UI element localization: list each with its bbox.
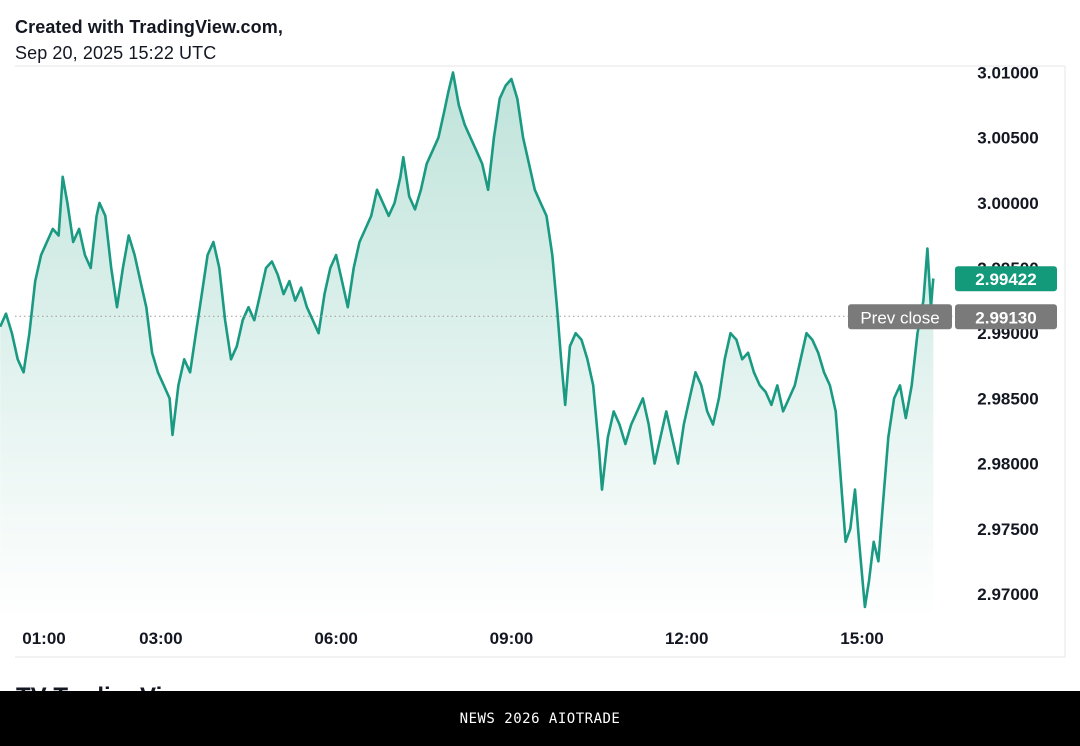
prev-close-badge xyxy=(955,304,1057,330)
prev-close-caption-badge xyxy=(848,304,952,330)
y-tick-label: 2.98500 xyxy=(977,389,1038,408)
last-price-label: 2.99422 xyxy=(975,270,1036,289)
y-tick-label: 3.00000 xyxy=(977,194,1038,213)
last-price-badge xyxy=(955,266,1057,292)
y-tick-label: 3.00500 xyxy=(977,129,1038,148)
prev-close-caption: Prev close xyxy=(860,308,939,327)
watermark-logo-fragment: TV TradingView xyxy=(16,682,194,691)
y-tick-label: 2.97000 xyxy=(977,585,1038,604)
chart-header: Created with TradingView.com, Sep 20, 20… xyxy=(15,14,283,66)
footer-caption: NEWS 2026 AIOTRADE xyxy=(459,710,621,727)
timestamp-label: Sep 20, 2025 15:22 UTC xyxy=(15,43,217,63)
y-tick-label: 2.98000 xyxy=(977,455,1038,474)
x-tick-label: 15:00 xyxy=(840,629,883,648)
footer-bar: NEWS 2026 AIOTRADE xyxy=(0,691,1080,746)
x-tick-label: 09:00 xyxy=(490,629,533,648)
created-with-label: Created with TradingView.com, xyxy=(15,17,283,37)
price-series-line xyxy=(0,71,935,609)
x-tick-label: 01:00 xyxy=(22,629,65,648)
x-tick-label: 12:00 xyxy=(665,629,708,648)
x-tick-label: 06:00 xyxy=(314,629,357,648)
y-tick-label: 2.97500 xyxy=(977,520,1038,539)
price-area-fill xyxy=(0,72,934,620)
prev-close-value: 2.99130 xyxy=(975,308,1036,327)
y-tick-label: 3.01000 xyxy=(977,64,1038,83)
x-tick-label: 03:00 xyxy=(139,629,182,648)
